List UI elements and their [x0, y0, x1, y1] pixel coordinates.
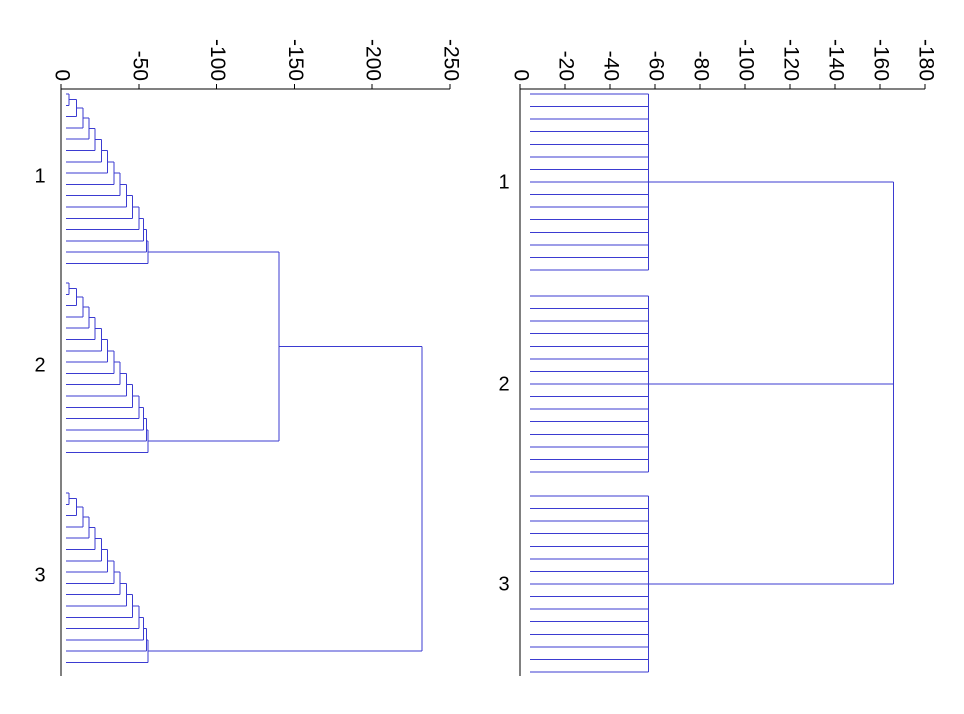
cluster-label: 2	[498, 373, 509, 395]
x-tick-label: -150	[284, 39, 307, 81]
x-tick-label: -50	[128, 51, 151, 81]
cluster-label: 1	[498, 171, 509, 193]
x-tick-label: -100	[734, 39, 757, 81]
x-tick-label: -40	[599, 51, 622, 81]
x-tick-label: -180	[914, 39, 937, 81]
x-tick-label: -140	[824, 39, 847, 81]
cluster-label: 2	[34, 354, 45, 376]
cluster-label: 3	[498, 573, 509, 595]
x-tick-label: -250	[439, 39, 462, 81]
x-tick-label: -100	[206, 39, 229, 81]
x-tick-label: 0	[50, 69, 73, 81]
x-tick-label: -200	[362, 39, 385, 81]
cluster-label: 1	[34, 165, 45, 187]
x-tick-label: -160	[869, 39, 892, 81]
x-tick-label: -80	[689, 51, 712, 81]
cluster-label: 3	[34, 564, 45, 586]
x-tick-label: -120	[779, 39, 802, 81]
x-tick-label: -60	[644, 51, 667, 81]
x-tick-label: 0	[509, 69, 532, 81]
x-tick-label: -20	[554, 51, 577, 81]
